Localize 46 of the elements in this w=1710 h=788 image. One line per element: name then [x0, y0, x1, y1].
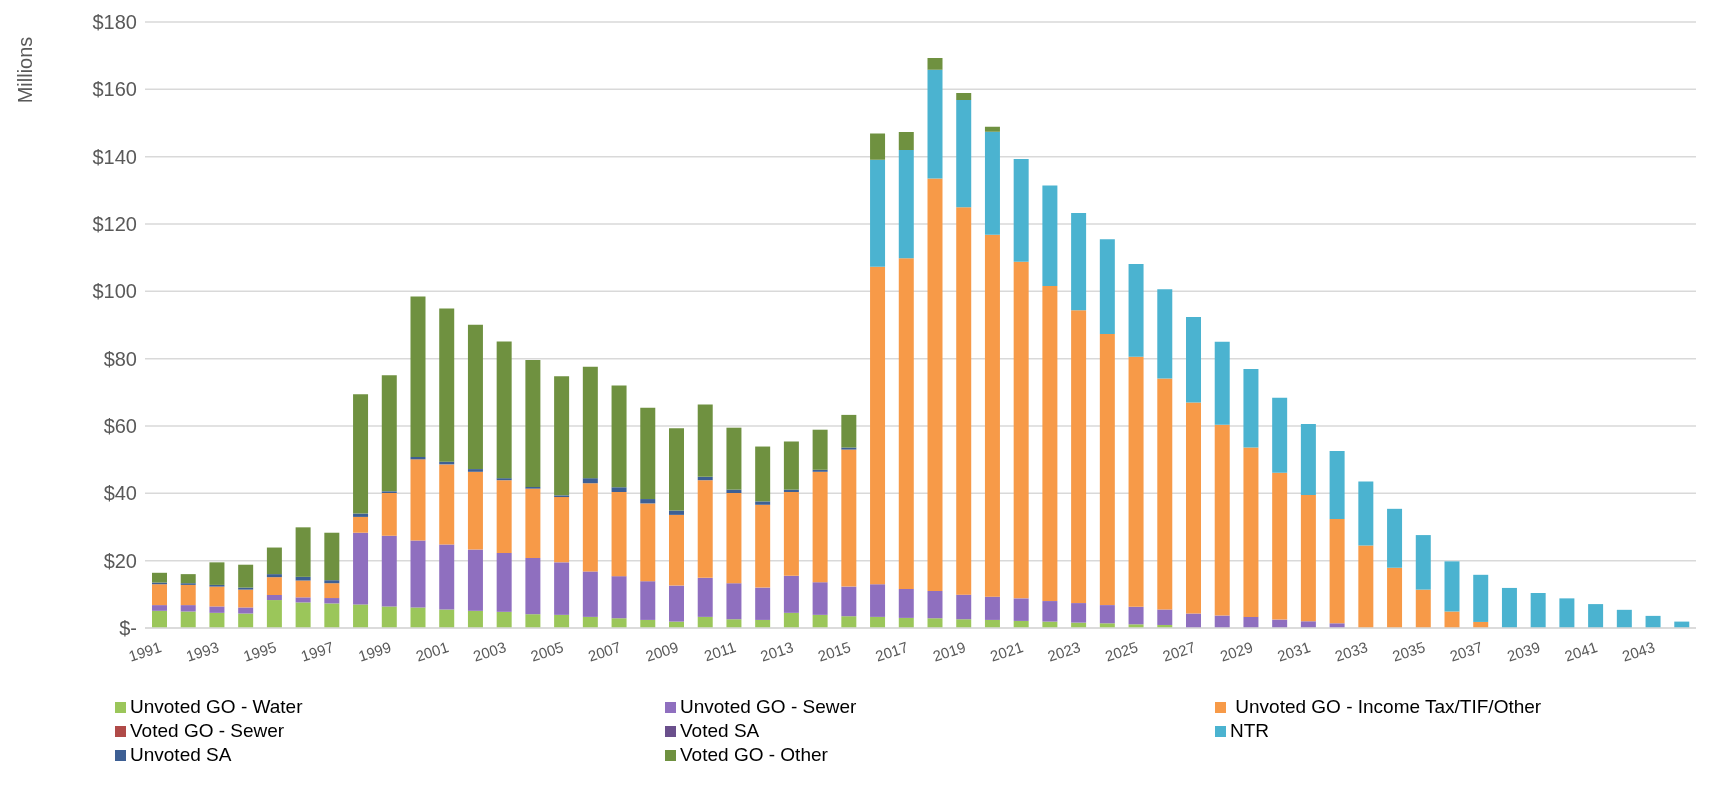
legend-label: Unvoted GO - Sewer	[680, 696, 857, 718]
legend-label: NTR	[1230, 720, 1270, 742]
x-tick-label: 2015	[815, 638, 853, 665]
legend-label: Voted GO - Sewer	[130, 720, 285, 742]
legend-label: Unvoted GO - Income Tax/TIF/Other	[1234, 696, 1542, 718]
legend-label: Voted SA	[680, 720, 760, 742]
x-tick-label: 2007	[585, 638, 623, 665]
y-tick-label: $100	[92, 280, 137, 303]
x-tick-label: 2039	[1505, 638, 1543, 665]
x-tick-label: 2033	[1332, 638, 1370, 665]
x-tick-label: 2019	[930, 638, 968, 665]
legend-label: Voted GO - Other	[680, 744, 828, 766]
x-tick-label: 1999	[356, 638, 394, 665]
legend-label: Unvoted SA	[130, 744, 232, 766]
x-tick-label: 2035	[1390, 638, 1428, 665]
x-tick-label: 2009	[643, 638, 681, 665]
x-tick-label: 2031	[1275, 638, 1313, 665]
x-tick-label: 2025	[1102, 638, 1140, 665]
y-tick-label: $20	[103, 549, 137, 572]
x-tick-label: 1993	[183, 638, 221, 665]
y-tick-label: $140	[92, 145, 137, 168]
x-tick-label: 2027	[1160, 638, 1198, 665]
y-tick-label: $120	[92, 213, 137, 236]
y-tick-label: $160	[92, 78, 137, 101]
y-tick-label: $-	[119, 617, 137, 640]
x-tick-label: 2023	[1045, 638, 1083, 665]
x-tick-label: 2041	[1562, 638, 1600, 665]
x-tick-label: 2011	[701, 638, 738, 665]
x-tick-label: 2037	[1447, 638, 1485, 665]
legend-label: Unvoted GO - Water	[130, 696, 303, 718]
x-tick-label: 1997	[298, 638, 336, 665]
x-tick-label: 2001	[413, 638, 451, 665]
x-tick-label: 2013	[758, 638, 796, 665]
x-tick-label: 2043	[1619, 638, 1657, 665]
y-tick-label: $40	[103, 482, 137, 505]
y-tick-label: $60	[103, 415, 137, 438]
y-tick-label: $80	[103, 347, 137, 370]
x-tick-label: 1995	[241, 638, 279, 665]
x-tick-label: 2029	[1217, 638, 1255, 665]
x-tick-label: 2005	[528, 638, 566, 665]
y-axis-title: Millions	[14, 36, 36, 104]
y-tick-label: $180	[92, 11, 137, 34]
x-tick-label: 1991	[126, 638, 164, 665]
x-tick-label: 2003	[471, 638, 509, 665]
x-tick-label: 2021	[988, 638, 1026, 665]
x-tick-label: 2017	[873, 638, 911, 665]
